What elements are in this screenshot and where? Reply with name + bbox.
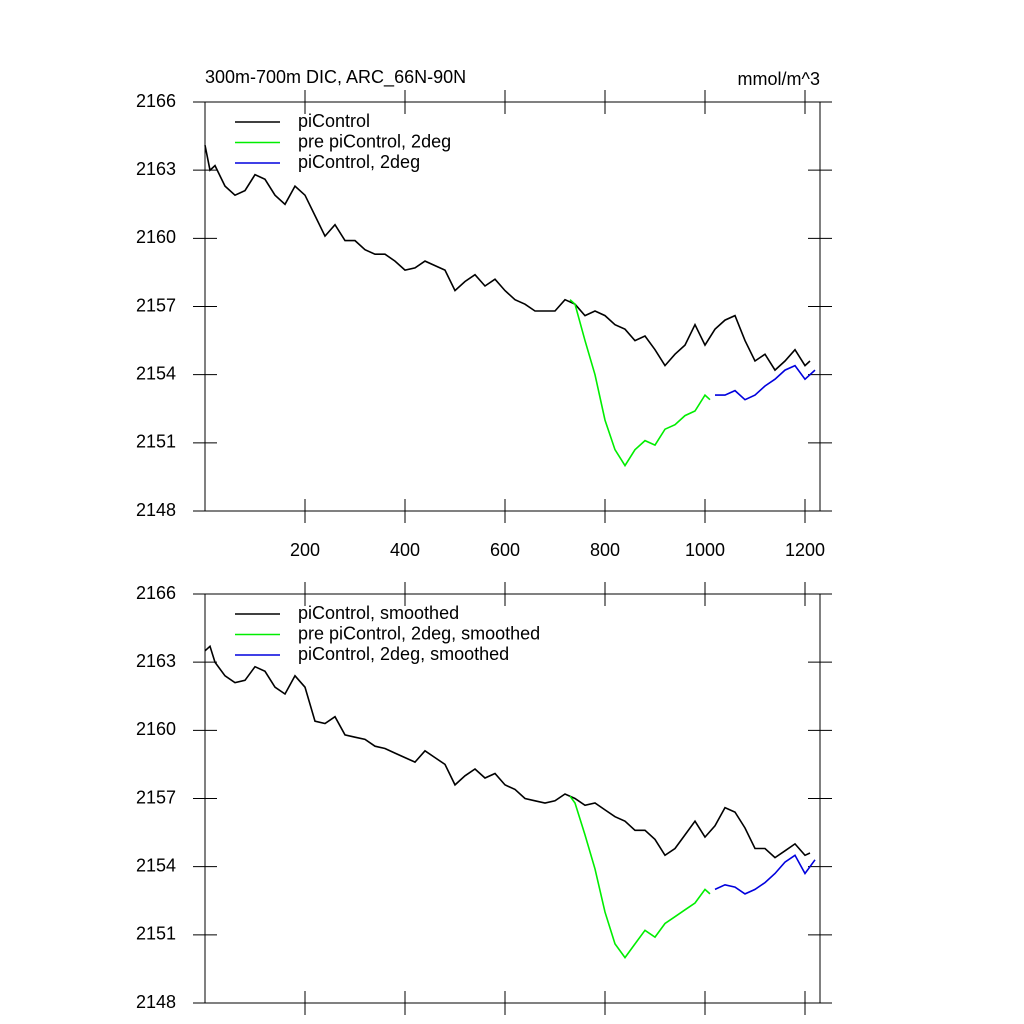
x-tick-label: 800 <box>590 540 620 560</box>
legend-label: piControl <box>298 111 370 131</box>
x-tick-label: 600 <box>490 540 520 560</box>
legend-label: piControl, 2deg, smoothed <box>298 644 509 664</box>
y-tick-label: 2151 <box>136 924 176 944</box>
y-tick-label: 2151 <box>136 432 176 452</box>
series-line <box>204 644 811 859</box>
y-tick-label: 2154 <box>136 363 176 383</box>
y-tick-label: 2160 <box>136 227 176 247</box>
legend-label: piControl, smoothed <box>298 603 459 623</box>
x-tick-label: 200 <box>290 540 320 560</box>
y-tick-label: 2166 <box>136 91 176 111</box>
chart-title: 300m-700m DIC, ARC_66N-90N <box>205 67 466 88</box>
series-line <box>204 145 811 372</box>
y-tick-label: 2148 <box>136 500 176 520</box>
y-tick-label: 2163 <box>136 159 176 179</box>
series-line <box>714 854 816 895</box>
series-line <box>715 364 816 401</box>
y-tick-label: 2157 <box>136 295 176 315</box>
y-tick-label: 2163 <box>136 651 176 671</box>
legend-label: pre piControl, 2deg <box>298 131 451 151</box>
y-tick-label: 2148 <box>136 992 176 1012</box>
units-label: mmol/m^3 <box>738 69 820 89</box>
x-tick-label: 1200 <box>785 540 825 560</box>
x-tick-label: 400 <box>390 540 420 560</box>
legend-label: piControl, 2deg <box>298 152 420 172</box>
y-tick-label: 2154 <box>136 855 176 875</box>
y-tick-label: 2157 <box>136 787 176 807</box>
y-tick-label: 2166 <box>136 583 176 603</box>
legend-label: pre piControl, 2deg, smoothed <box>298 623 540 643</box>
series-line <box>569 299 711 468</box>
y-tick-label: 2160 <box>136 719 176 739</box>
series-line <box>569 795 711 959</box>
x-tick-label: 1000 <box>685 540 725 560</box>
